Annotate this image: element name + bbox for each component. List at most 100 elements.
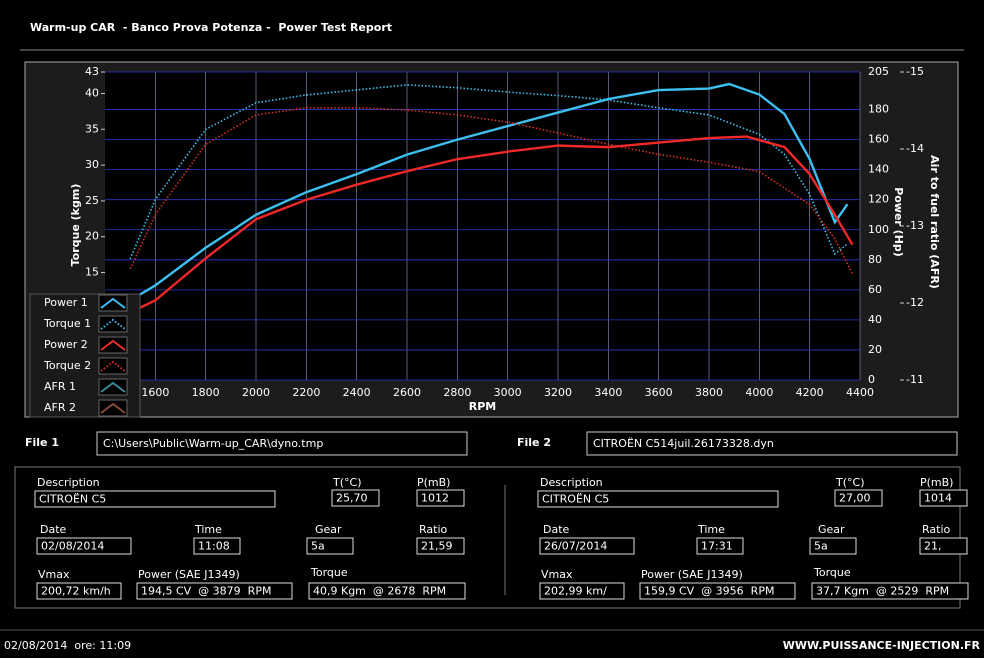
y2-tick-label: 100 [868, 223, 889, 236]
file-path: C:\Users\Public\Warm-up_CAR\dyno.tmp [103, 437, 323, 450]
y2-tick-label: 140 [868, 163, 889, 176]
legend-swatch [100, 360, 126, 372]
x-tick-label: 2200 [292, 386, 320, 399]
legend [29, 293, 141, 418]
field-box [416, 489, 465, 507]
field-box [696, 537, 744, 555]
y2-tick-label: 80 [868, 253, 882, 266]
field-label: Time [697, 523, 725, 536]
field-value: 27,00 [839, 492, 871, 505]
field-value: 17:31 [701, 540, 733, 553]
field-value: CITROËN C5 [542, 493, 609, 506]
field-box [34, 490, 276, 508]
legend-swatch [100, 297, 126, 309]
y-tick-label: 25 [85, 194, 99, 207]
field-label: Gear [818, 523, 845, 536]
field-label: Ratio [922, 523, 951, 536]
field-label: Power (SAE J1349) [641, 568, 743, 581]
field-value: 159,9 CV @ 3956 RPM [644, 585, 774, 598]
field-value: 1012 [421, 492, 449, 505]
field-value: 5a [311, 540, 325, 553]
field-label: Time [194, 523, 222, 536]
x-tick-label: 4000 [745, 386, 773, 399]
field-value: 1014 [924, 492, 952, 505]
field-box [306, 537, 354, 555]
series-line [104, 82, 849, 317]
field-value: 02/08/2014 [41, 540, 104, 553]
x-tick-label: 2000 [242, 386, 270, 399]
file-path-box [586, 431, 958, 456]
y3-axis-label: Air to fuel ratio (AFR) [928, 155, 941, 289]
y2-tick-label: 60 [868, 283, 882, 296]
legend-label: Power 2 [44, 338, 88, 351]
y2-tick-label: 180 [868, 103, 889, 116]
x-tick-label: 1600 [141, 386, 169, 399]
y-tick-label: 40 [85, 86, 99, 99]
x-tick-label: 1800 [192, 386, 220, 399]
legend-swatch [100, 318, 126, 330]
field-box [308, 582, 466, 600]
x-tick-label: 3800 [695, 386, 723, 399]
field-value: 37,7 Kgm @ 2529 RPM [816, 585, 949, 598]
field-value: 25,70 [336, 492, 368, 505]
footer-timestamp: 02/08/2014 ore: 11:09 [4, 639, 131, 652]
x-tick-label: 2800 [443, 386, 471, 399]
x-tick-label: 3400 [594, 386, 622, 399]
field-label: P(mB) [417, 476, 450, 489]
field-box [416, 537, 465, 555]
legend-swatch-box [98, 357, 128, 375]
field-value: 21,59 [421, 540, 453, 553]
y-tick-label: 20 [85, 230, 99, 243]
y2-tick-label: 20 [868, 343, 882, 356]
field-value: 194,5 CV @ 3879 RPM [141, 585, 271, 598]
field-label: Vmax [541, 568, 573, 581]
field-label: Torque [310, 566, 348, 579]
field-box [136, 582, 293, 600]
field-box [331, 489, 380, 507]
field-box [193, 537, 241, 555]
y-tick-label: 35 [85, 122, 99, 135]
field-label: P(mB) [920, 476, 953, 489]
field-value: 21, [924, 540, 942, 553]
legend-swatch-box [98, 336, 128, 354]
field-label: T(°C) [835, 476, 864, 489]
y-tick-label: 15 [85, 266, 99, 279]
legend-swatch [100, 381, 126, 393]
field-box [539, 582, 625, 600]
y2-tick-label: 40 [868, 313, 882, 326]
field-label: Vmax [38, 568, 70, 581]
y2-tick-label: 120 [868, 193, 889, 206]
field-value: 200,72 km/h [41, 585, 111, 598]
field-value: 11:08 [198, 540, 230, 553]
field-label: Ratio [419, 523, 448, 536]
field-box [811, 582, 969, 600]
field-box [539, 537, 635, 555]
field-value: CITROËN C5 [39, 493, 106, 506]
legend-swatch [100, 339, 126, 351]
x-tick-label: 3200 [544, 386, 572, 399]
field-label: Description [540, 476, 603, 489]
field-label: Date [543, 523, 570, 536]
field-box [919, 537, 968, 555]
legend-label: Power 1 [44, 296, 88, 309]
x-tick-label: 2600 [393, 386, 421, 399]
y3-tick-label: -14 [906, 142, 924, 155]
field-box [639, 582, 796, 600]
field-label: Gear [315, 523, 342, 536]
field-value: 202,99 km/ [544, 585, 607, 598]
file-path: CITROËN C514juil.26173328.dyn [593, 437, 774, 450]
x-tick-label: 2400 [343, 386, 371, 399]
legend-swatch-box [98, 378, 128, 396]
x-tick-label: 4200 [796, 386, 824, 399]
field-label: T(°C) [332, 476, 361, 489]
plot-area [105, 72, 860, 380]
file-label: File 2 [517, 436, 551, 449]
field-box [537, 490, 779, 508]
y2-tick-label: 160 [868, 133, 889, 146]
x-tick-label: 3600 [645, 386, 673, 399]
field-value: 40,9 Kgm @ 2678 RPM [313, 585, 446, 598]
x-tick-label: 3000 [494, 386, 522, 399]
y-axis-label: Torque (kgm) [69, 184, 82, 267]
field-box [36, 582, 122, 600]
